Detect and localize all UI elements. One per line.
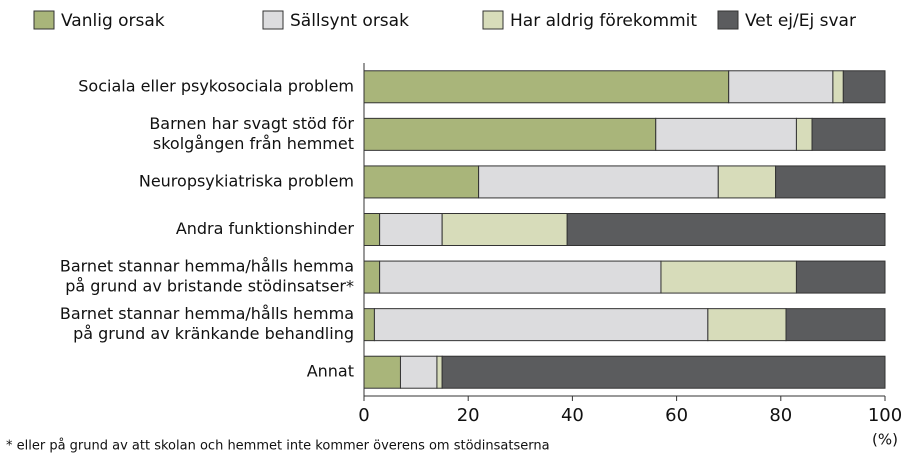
- bar-segment: [363, 117, 657, 151]
- bar-segment: [363, 355, 401, 389]
- legend-swatch: [33, 10, 55, 30]
- x-tick-label: 80: [769, 405, 792, 426]
- bar-segment: [660, 260, 797, 294]
- bar-segment: [363, 308, 375, 342]
- x-tick-label: 60: [665, 405, 688, 426]
- category-label: Barnet stannar hemma/hålls hemma: [60, 304, 354, 323]
- bar-segment: [717, 165, 777, 199]
- bar-segment: [795, 117, 813, 151]
- category-label: Andra funktionshinder: [176, 219, 355, 238]
- bar-segment: [363, 165, 480, 199]
- bar-segment: [478, 165, 719, 199]
- legend-label: Vet ej/Ej svar: [745, 11, 856, 31]
- bar-segment: [707, 308, 787, 342]
- category-label: på grund av bristande stödinsatser*: [65, 277, 354, 296]
- bar-segment: [811, 117, 886, 151]
- category-label: Barnet stannar hemma/hålls hemma: [60, 257, 354, 276]
- bar-segment: [566, 213, 886, 246]
- bar-segment: [842, 70, 886, 104]
- x-tick-label: 40: [561, 405, 584, 426]
- category-label: skolgången från hemmet: [153, 134, 354, 153]
- bar-segment: [379, 213, 443, 246]
- legend-label: Har aldrig förekommit: [510, 11, 697, 31]
- bar-segment: [775, 165, 886, 199]
- footnote: * eller på grund av att skolan och hemme…: [6, 439, 550, 453]
- category-label: Barnen har svagt stöd för: [149, 114, 354, 133]
- category-label: på grund av kränkande behandling: [73, 324, 354, 343]
- bar-segment: [436, 355, 443, 389]
- bar-segment: [441, 213, 568, 246]
- bar-segment: [795, 260, 886, 294]
- bar-segment: [363, 213, 381, 246]
- legend-label: Sällsynt orsak: [290, 11, 409, 31]
- bar-segment: [399, 355, 438, 389]
- legend-swatch: [717, 10, 739, 30]
- bar-segment: [441, 355, 886, 389]
- category-label: Annat: [307, 362, 354, 381]
- bar-segment: [655, 117, 797, 151]
- bar-segment: [832, 70, 844, 104]
- x-axis-label: (%): [872, 431, 898, 449]
- legend-label: Vanlig orsak: [61, 11, 165, 31]
- x-tick-label: 0: [358, 405, 369, 426]
- x-tick-label: 20: [457, 405, 480, 426]
- category-label: Sociala eller psykosociala problem: [78, 76, 354, 95]
- bar-segment: [373, 308, 709, 342]
- category-label: Neuropsykiatriska problem: [139, 171, 354, 190]
- bar-segment: [379, 260, 662, 294]
- legend-swatch: [262, 10, 284, 30]
- legend-swatch: [482, 10, 504, 30]
- bar-segment: [785, 308, 886, 342]
- x-tick-label: 100: [868, 405, 902, 426]
- bar-segment: [363, 260, 381, 294]
- bar-segment: [728, 70, 834, 104]
- bar-segment: [363, 70, 730, 104]
